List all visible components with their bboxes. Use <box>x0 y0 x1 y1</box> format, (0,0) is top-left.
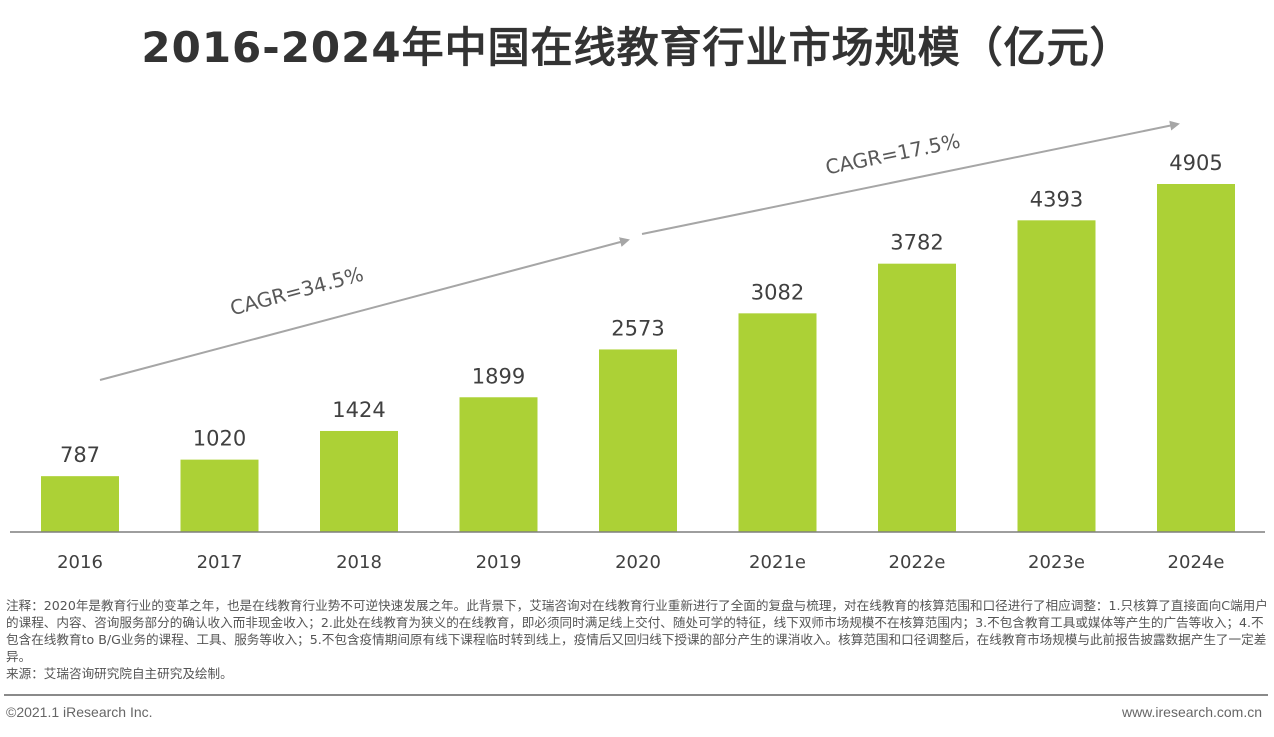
bar-chart: 787 2016 1020 2017 1424 2018 1899 2019 2573 2020 3… <box>10 120 1265 573</box>
x-tick-label: 2020 <box>615 552 661 573</box>
cagr-arrow-2 <box>641 120 1180 235</box>
data-label: 1020 <box>193 427 246 451</box>
bar-2022e <box>878 263 956 532</box>
bar-2017 <box>180 459 259 532</box>
x-tick-label: 2019 <box>476 552 522 573</box>
notes: 注释：2020年是教育行业的变革之年，也是在线教育行业势不可逆快速发展之年。此背… <box>6 597 1268 682</box>
bar-2018 <box>320 430 398 532</box>
x-tick-label: 2024e <box>1168 552 1225 573</box>
data-label: 1424 <box>332 398 385 422</box>
bar-2024e <box>1157 184 1235 532</box>
bar-2021e <box>738 313 817 532</box>
bar-2020 <box>599 349 677 532</box>
cagr-label-1: CAGR=34.5% <box>227 262 366 321</box>
x-tick-label: 2018 <box>336 552 382 573</box>
bar-2019 <box>459 397 538 532</box>
data-label: 787 <box>60 443 100 467</box>
x-tick-label: 2021e <box>749 552 806 573</box>
data-label: 4905 <box>1169 151 1222 175</box>
x-tick-label: 2017 <box>197 552 243 573</box>
note-text: 注释：2020年是教育行业的变革之年，也是在线教育行业势不可逆快速发展之年。此背… <box>6 598 1268 664</box>
data-label: 1899 <box>472 364 525 388</box>
bar-2023e <box>1017 220 1096 532</box>
cagr-arrow-1 <box>99 237 630 381</box>
copyright: ©2021.1 iResearch Inc. <box>6 704 153 720</box>
data-label: 2573 <box>611 316 664 340</box>
source-text: 来源：艾瑞咨询研究院自主研究及绘制。 <box>6 666 233 681</box>
x-tick-label: 2023e <box>1028 552 1085 573</box>
footer-divider <box>4 694 1268 696</box>
data-label: 3782 <box>890 231 943 255</box>
data-label: 4393 <box>1030 187 1083 211</box>
x-tick-label: 2022e <box>889 552 946 573</box>
bar-2016 <box>41 476 119 532</box>
chart-title: 2016-2024年中国在线教育行业市场规模（亿元） <box>141 23 1133 72</box>
data-label: 3082 <box>751 280 804 304</box>
website-link[interactable]: www.iresearch.com.cn <box>1121 704 1262 720</box>
x-tick-label: 2016 <box>57 552 103 573</box>
